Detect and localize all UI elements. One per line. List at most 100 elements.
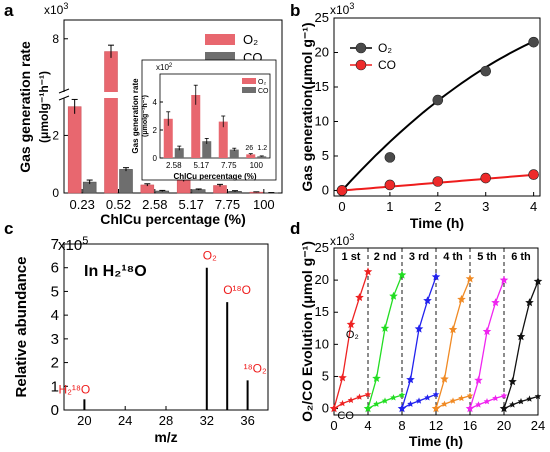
y-tick-label: 3 xyxy=(51,331,59,348)
inset-x-tick-label: 7.75 xyxy=(221,161,237,170)
co-marker xyxy=(526,395,533,402)
co-marker xyxy=(500,392,508,399)
inset-bar-o2 xyxy=(218,121,228,158)
co-marker xyxy=(500,405,508,412)
inset-y-axis-unit: (μmolg⁻¹h⁻¹) xyxy=(142,95,149,137)
inset-value-label: 26 xyxy=(245,145,253,152)
o2-marker xyxy=(406,375,415,384)
x-tick-label: 32 xyxy=(200,413,214,428)
co-marker xyxy=(466,392,474,399)
o2-marker xyxy=(508,377,517,386)
inset-bar-co xyxy=(174,148,184,158)
co-marker xyxy=(492,394,499,402)
co-marker xyxy=(407,400,414,407)
y-tick-label: 8 xyxy=(52,32,59,46)
y-tick-label: 5 xyxy=(322,148,329,163)
co-marker xyxy=(330,405,338,412)
legend-label: O₂ xyxy=(378,41,392,55)
o2-marker xyxy=(389,291,398,300)
co-marker xyxy=(381,397,389,404)
co-marker xyxy=(475,401,482,408)
panel-label-d: d xyxy=(290,219,300,238)
co-marker xyxy=(449,397,457,404)
cycle-label: 1 st xyxy=(342,251,361,263)
co-marker xyxy=(458,394,465,402)
inset-bar-o2 xyxy=(246,154,256,158)
x-tick-label: 0.23 xyxy=(70,197,95,212)
x-tick-label: 36 xyxy=(240,413,254,428)
y-axis-label: Relative abundance xyxy=(13,257,30,398)
o2-marker xyxy=(423,296,432,305)
co-marker xyxy=(441,400,448,407)
co-marker xyxy=(390,394,397,401)
co-marker xyxy=(415,397,423,404)
o2-line xyxy=(469,279,505,409)
inset-y-tick-label: 0 xyxy=(153,154,158,163)
x-axis-label: Time (h) xyxy=(410,215,464,231)
o2-marker xyxy=(533,276,543,285)
x-axis-label: Time (h) xyxy=(409,433,463,449)
y-tick-label: 0 xyxy=(51,402,59,419)
y-tick-label: 20 xyxy=(315,44,329,59)
co-marker xyxy=(364,390,372,398)
axis-break-gap xyxy=(59,92,69,98)
legend-swatch xyxy=(205,52,235,63)
inset-x-axis-label: ChlCu percentage (%) xyxy=(173,172,256,181)
co-marker xyxy=(432,405,440,412)
inset-legend-label: CO xyxy=(258,88,269,95)
bar-co xyxy=(119,169,133,194)
inset-value-label: 1.2 xyxy=(257,145,267,152)
plot-frame xyxy=(63,19,283,194)
chart-c: 20 24 28 32 36 0 1 2 3 4 5 6 7 x105 In H₂¹⁸O H₂¹⁸O O₂ O¹⁸… xyxy=(13,235,269,445)
data-point-co xyxy=(528,169,539,180)
inset-y-tick-label: 2 xyxy=(153,126,158,135)
x-tick-label: 7.75 xyxy=(215,197,240,212)
co-marker xyxy=(398,391,406,398)
x-tick-label: 20 xyxy=(497,418,511,433)
y-tick-label: 0 xyxy=(322,401,329,416)
peak-label: H₂¹⁸O xyxy=(59,382,91,396)
y-multiplier: x103 xyxy=(330,232,354,248)
o2-marker xyxy=(372,373,381,382)
x-tick-label: 0.52 xyxy=(106,197,131,212)
bar-break-stripe xyxy=(103,92,120,98)
o2-line xyxy=(503,281,539,409)
peak-label: ¹⁸O₂ xyxy=(244,361,267,375)
data-point-o2 xyxy=(384,152,396,163)
cycle-label: 4 th xyxy=(443,251,463,263)
x-tick-label: 28 xyxy=(159,413,173,428)
x-axis-label: m/z xyxy=(154,429,177,445)
data-point-co xyxy=(336,185,348,196)
y-multiplier: x103 xyxy=(330,1,354,17)
cycle-label: 3 rd xyxy=(409,251,429,263)
chart-b: 0 1 2 3 4 0 5 10 15 20 25 x103 Time (h) Gas generatio… xyxy=(299,1,541,231)
panel-label-c: c xyxy=(4,219,13,238)
y-axis-label: Gas generation rate xyxy=(17,41,33,173)
co-marker xyxy=(347,396,355,404)
inset-bar-co xyxy=(229,149,239,158)
chart-d: 0 4 8 12 16 20 24 0 5 10 15 20 25 x103 Time (h) O₂/CO E… xyxy=(299,232,545,449)
panel-label-a: a xyxy=(4,1,14,20)
y-axis-label: O₂/CO Evolution (μmol g⁻¹) xyxy=(299,241,315,422)
y-tick-label: 4 xyxy=(51,307,59,324)
co-marker xyxy=(398,405,406,412)
inset-x-tick-label: 2.58 xyxy=(166,161,182,170)
o2-marker xyxy=(380,323,390,332)
x-tick-label: 3 xyxy=(482,199,489,214)
inset-plot-frame xyxy=(159,73,271,159)
y-multiplier: x105 xyxy=(58,235,88,254)
bar-o2 xyxy=(104,51,118,194)
y-tick-label: 7 xyxy=(51,236,59,253)
data-point-o2 xyxy=(432,94,444,106)
x-tick-label: 100 xyxy=(253,197,275,212)
y-tick-label: 20 xyxy=(315,272,329,287)
co-marker xyxy=(339,399,346,407)
o2-marker xyxy=(397,270,407,279)
y-tick-label: 10 xyxy=(315,113,329,128)
bar-o2 xyxy=(176,179,191,194)
x-tick-label: 0 xyxy=(338,199,345,214)
inset-x-tick-label: 100 xyxy=(250,161,264,170)
x-tick-label: 2 xyxy=(434,199,441,214)
co-marker xyxy=(517,398,525,405)
